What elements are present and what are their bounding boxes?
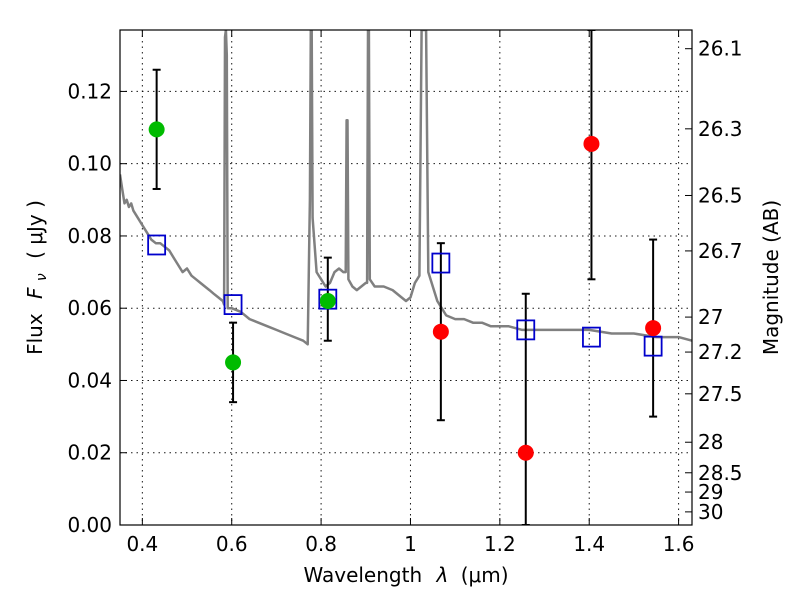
- y-tick-label: 0.02: [67, 441, 112, 465]
- green-data-point: [148, 121, 165, 138]
- plot-frame: [119, 29, 693, 526]
- model-square-marker: [431, 252, 451, 274]
- x-tick-label: 0.4: [126, 532, 158, 556]
- green-data-point: [319, 292, 336, 309]
- y-axis-label-unit: ( μJy ): [23, 200, 47, 259]
- x-tick-label: 1.2: [484, 532, 516, 556]
- x-tick-label: 0.6: [216, 532, 248, 556]
- model-square-marker: [223, 294, 243, 315]
- y-axis-label-text: Flux: [23, 313, 47, 355]
- mag-tick-label: 27: [698, 305, 723, 329]
- mag-tick-label: 30: [698, 500, 723, 524]
- right-axis-label: Magnitude (AB): [759, 200, 783, 355]
- x-tick-label: 1.4: [573, 532, 605, 556]
- mag-tick-label: 26.7: [698, 239, 743, 263]
- spectrum-layer: [120, 30, 692, 346]
- mag-tick-label: 27.5: [698, 382, 743, 406]
- data-points-layer: [148, 121, 662, 461]
- red-data-point: [645, 320, 662, 337]
- model-spectrum-line: [120, 30, 692, 346]
- mag-tick-label: 29: [698, 480, 723, 504]
- model-square-marker: [516, 319, 536, 341]
- grid-layer: [120, 30, 692, 526]
- red-data-point: [432, 323, 449, 340]
- x-axis-label-text: Wavelength: [303, 563, 422, 587]
- y-axis-label-symbol: F: [23, 287, 47, 299]
- y-tick-label: 0.00: [67, 513, 112, 537]
- y-tick-label: 0.08: [67, 224, 112, 248]
- mag-tick-label: 26.5: [698, 183, 743, 207]
- red-data-point: [583, 135, 600, 152]
- y-axis-label: Flux F ν ( μJy ): [23, 200, 51, 355]
- x-axis-label: Wavelength λ (μm): [303, 563, 508, 587]
- model-square-marker: [582, 326, 601, 348]
- y-tick-label: 0.12: [67, 79, 112, 103]
- y-tick-label: 0.10: [67, 152, 112, 176]
- mag-tick-label: 26.1: [698, 37, 743, 61]
- red-data-point: [517, 444, 534, 461]
- x-axis-label-unit: (μm): [461, 563, 509, 587]
- green-data-point: [225, 354, 242, 371]
- x-tick-label: 0.8: [305, 532, 337, 556]
- y-tick-label: 0.06: [67, 296, 112, 320]
- mag-tick-label: 26.3: [698, 117, 743, 141]
- model-square-marker: [643, 335, 663, 357]
- x-tick-label: 1: [404, 532, 417, 556]
- y-axis-label-subscript: ν: [34, 273, 50, 281]
- mag-tick-label: 28: [698, 430, 723, 454]
- model-square-marker: [147, 234, 167, 256]
- mag-tick-label: 27.2: [698, 340, 743, 364]
- tick-layer: 0.4 0.6 0.8 1 1.2 1.4 1.6 0.00 0.02 0.04 0.06 0.08 0…: [67, 30, 743, 556]
- x-tick-label: 1.6: [663, 532, 695, 556]
- mag-tick-label: 28.5: [698, 461, 743, 485]
- x-axis-label-symbol: λ: [436, 563, 449, 587]
- y-tick-label: 0.04: [67, 368, 112, 392]
